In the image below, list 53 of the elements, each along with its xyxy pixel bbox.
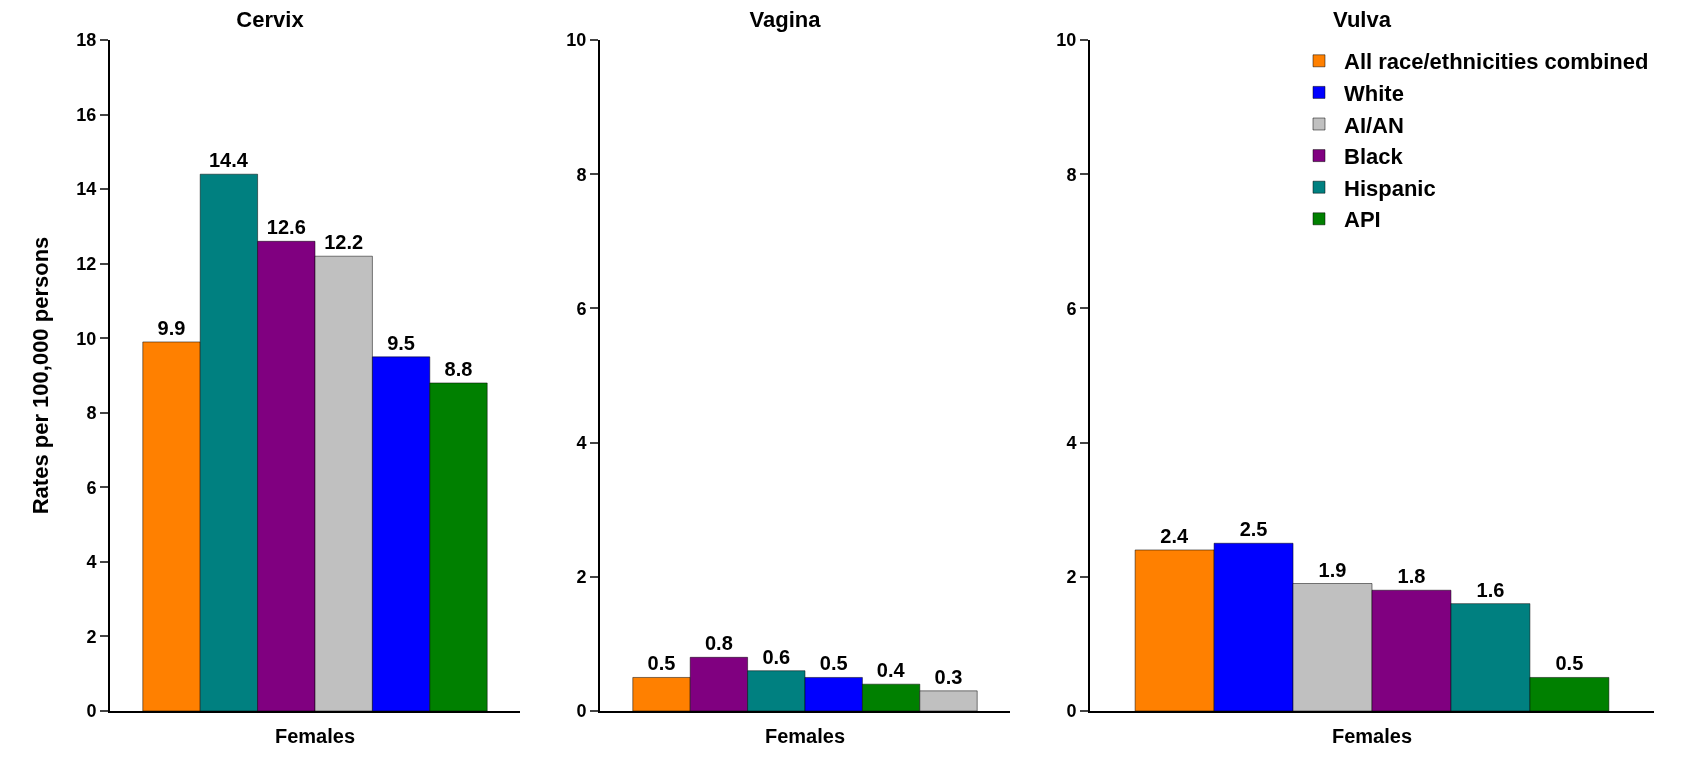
data-label: 9.5 [387,331,416,354]
y-axis-title: Rates per 100,000 persons [27,236,53,515]
y-tick-label: 0 [1066,701,1077,722]
y-tick-label: 2 [576,567,587,588]
legend-label: All race/ethnicities combined [1344,49,1649,75]
data-label: 0.8 [704,632,733,655]
legend-label: API [1344,207,1381,233]
y-tick-label: 10 [566,30,587,51]
x-tick-label: Females [764,725,846,747]
y-tick-label: 16 [76,104,97,125]
data-label: 0.5 [819,652,848,675]
y-tick-label: 18 [76,30,97,51]
y-tick-label: 2 [1066,567,1077,588]
data-label: 0.3 [934,665,963,688]
data-label: 14.4 [209,149,249,172]
y-tick-label: 0 [576,701,587,722]
data-label: 1.6 [1476,578,1505,601]
data-label: 0.5 [1555,652,1584,675]
y-tick-label: 8 [86,403,97,424]
data-label: 0.5 [647,652,676,675]
data-label: 1.9 [1318,558,1347,581]
chart-title: Vulva [1333,6,1392,32]
legend-label: AI/AN [1344,112,1404,138]
y-tick-label: 2 [86,626,97,647]
legend-label: White [1344,80,1404,106]
y-tick-label: 8 [1066,164,1077,185]
y-tick-label: 10 [1056,30,1077,51]
y-tick-label: 4 [86,552,97,573]
chart-title: Cervix [236,6,305,32]
chart-title: Vagina [749,6,822,32]
data-label: 8.8 [444,357,473,380]
y-tick-label: 6 [86,477,97,498]
y-tick-label: 0 [86,701,97,722]
y-tick-label: 4 [576,432,587,453]
y-tick-label: 6 [576,298,587,319]
data-label: 0.4 [876,659,906,682]
data-label: 9.9 [157,316,186,339]
legend-label: Black [1344,144,1404,170]
y-tick-label: 14 [76,179,97,200]
data-label: 12.2 [324,231,364,254]
data-label: 12.6 [266,216,306,239]
data-label: 2.4 [1160,524,1189,547]
y-tick-label: 10 [76,328,97,349]
legend-label: Hispanic [1344,175,1436,201]
x-tick-label: Females [274,725,356,747]
x-tick-label: Females [1331,725,1413,747]
y-tick-label: 12 [76,253,97,274]
y-tick-label: 6 [1066,298,1077,319]
data-label: 0.6 [762,645,791,668]
y-tick-label: 4 [1066,432,1077,453]
y-tick-label: 8 [576,164,587,185]
data-label: 2.5 [1239,518,1268,541]
data-label: 1.8 [1397,565,1426,588]
